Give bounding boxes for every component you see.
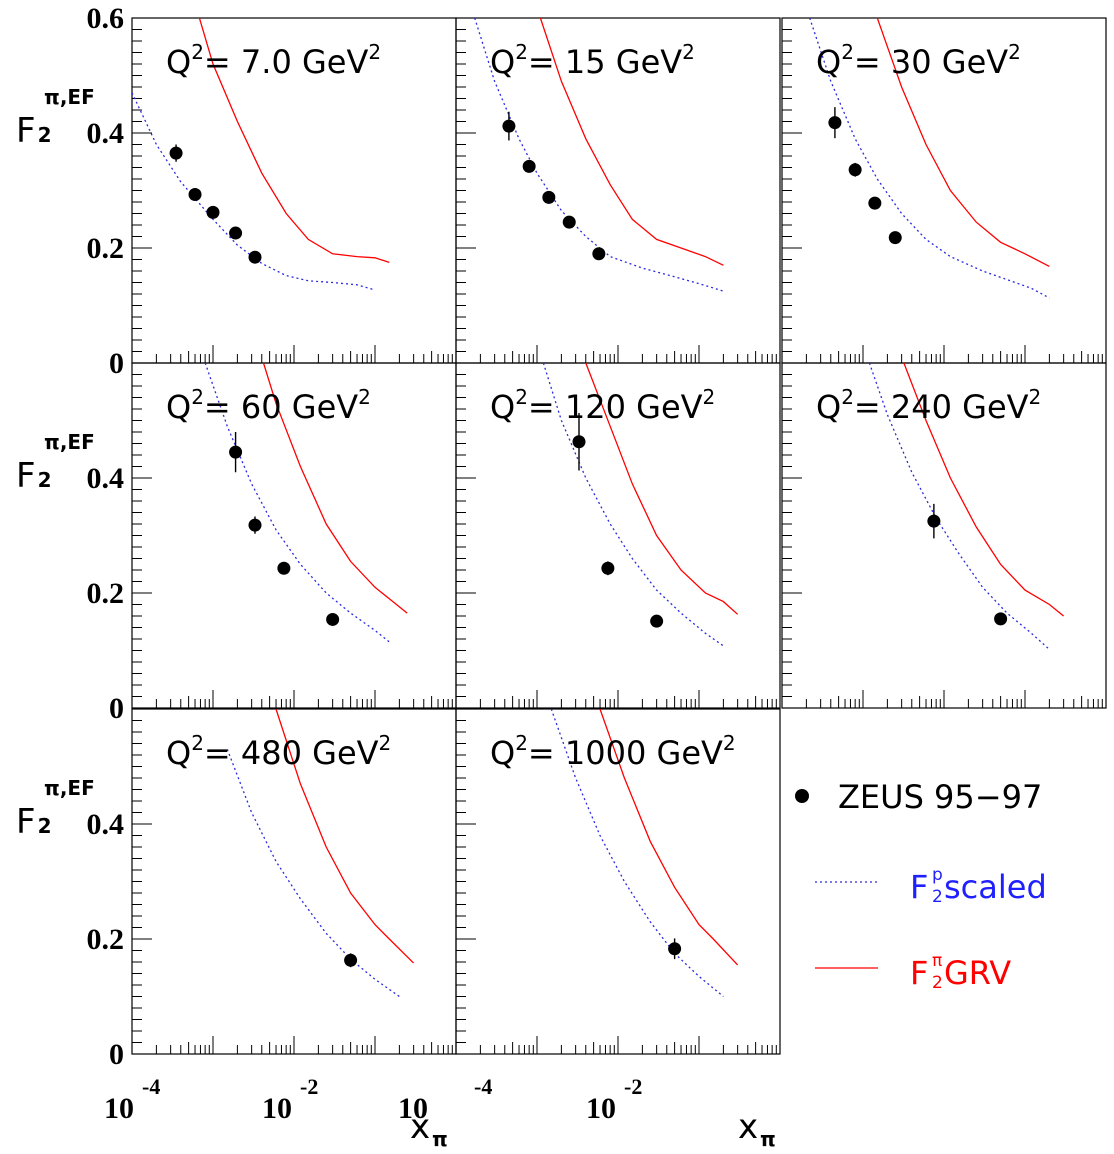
data-point [868,196,882,210]
data-point [277,561,291,575]
legend-scaled-sub: 2 [932,887,943,907]
panel-2: Q2= 15 GeV2 [455,17,781,364]
x-axis-title: x [738,1107,758,1147]
y-tick-label: 0 [109,347,124,380]
f2pi-grv-curve [275,709,415,964]
f2p-scaled-curve [542,363,724,647]
f2pi-grv-curve [198,18,390,264]
f2pi-grv-curve [903,363,1065,617]
data-point [927,514,941,528]
legend-grv-sub: 2 [932,973,943,993]
data-point [229,226,243,240]
data-point [542,190,556,204]
f2pi-grv-curve [262,363,408,614]
panel-4: Q2= 60 GeV2 [131,362,457,709]
axis-labels: 0.60.40.20F 2π,EF0.40.20F 2π,EF0.40.20F 2π,… [16,2,776,1151]
x-tick-label: 10 [398,1092,428,1125]
y-axis-title-sup: π,EF [44,85,95,109]
data-point [848,163,862,177]
f2p-scaled-curve [550,709,724,998]
data-point [326,612,340,626]
legend-grv-f: F [910,954,928,992]
x-axis-title: x [410,1107,430,1147]
q2-label: Q2= 15 GeV2 [490,40,695,81]
x-tick-label: 10 [586,1092,616,1125]
f2p-scaled-curve [132,92,376,291]
q2-label: Q2= 480 GeV2 [166,731,391,772]
legend-scaled-text: scaled [944,868,1047,906]
legend-scaled-f: F [910,868,928,906]
q2-label: Q2= 1000 GeV2 [490,731,736,772]
data-point [562,215,576,229]
x-tick-label: 10 [104,1092,134,1125]
f2p-scaled-curve [226,749,400,998]
f2p-scaled-curve [868,363,1050,650]
panel-grid: Q2= 7.0 GeV2 Q2= 15 GeV2 Q2= 30 GeV2 Q2= 60… [131,17,1107,1055]
f2pi-grv-curve [585,363,739,615]
y-axis-title-sup: π,EF [44,776,95,800]
y-tick-label: 0.6 [87,2,125,35]
data-point [668,942,682,956]
data-point [344,953,358,967]
panel-1: Q2= 7.0 GeV2 [131,17,457,364]
data-point [888,231,902,245]
data-point [828,116,842,130]
y-tick-label: 0 [109,1038,124,1071]
panel-6: Q2= 240 GeV2 [781,362,1107,709]
x-tick-label-exp: -4 [474,1074,492,1099]
f2pi-grv-curve [539,18,724,266]
x-tick-label-exp: -2 [300,1074,318,1099]
y-tick-label: 0.4 [87,117,125,150]
q2-label: Q2= 240 GeV2 [816,385,1041,426]
q2-label: Q2= 7.0 GeV2 [166,40,381,81]
legend-grv-text: GRV [944,954,1011,992]
q2-label: Q2= 30 GeV2 [816,40,1021,81]
q2-label: Q2= 120 GeV2 [490,385,715,426]
x-tick-label: 10 [262,1092,292,1125]
data-point [188,188,202,202]
x-tick-label-exp: -2 [624,1074,642,1099]
legend-grv-sup: π [932,951,942,971]
data-point [229,445,243,459]
x-tick-label-exp: -4 [142,1074,160,1099]
data-point [502,119,516,133]
y-tick-label: 0 [109,692,124,725]
data-point [522,159,536,173]
y-tick-label: 0.2 [87,923,125,956]
x-axis-title-sub: π [760,1127,776,1151]
panel-5: Q2= 120 GeV2 [455,362,781,709]
data-point [206,205,220,219]
y-tick-label: 0.2 [87,577,125,610]
panel-7: Q2= 480 GeV2 [131,708,457,1055]
data-point [601,561,615,575]
panel-8: Q2= 1000 GeV2 [455,708,781,1055]
f2pi-grv-curve [599,709,739,966]
x-axis-title-sub: π [432,1127,448,1151]
f2pi-grv-curve [876,18,1050,267]
legend-scaled-sup: p [932,865,943,885]
f2p-scaled-curve [474,18,724,292]
data-point [248,518,262,532]
data-point [248,250,262,264]
y-tick-label: 0.4 [87,462,125,495]
y-axis-title-sup: π,EF [44,430,95,454]
y-tick-label: 0.2 [87,232,125,265]
data-point [572,435,586,449]
data-point [994,612,1008,626]
y-tick-label: 0.4 [87,808,125,841]
data-point [592,247,606,261]
data-point [169,146,183,160]
legend-data-label: ZEUS 95−97 [838,778,1042,816]
data-point [650,614,664,628]
panel-3: Q2= 30 GeV2 [781,17,1107,364]
q2-label: Q2= 60 GeV2 [166,385,371,426]
legend-data-marker [795,789,809,803]
